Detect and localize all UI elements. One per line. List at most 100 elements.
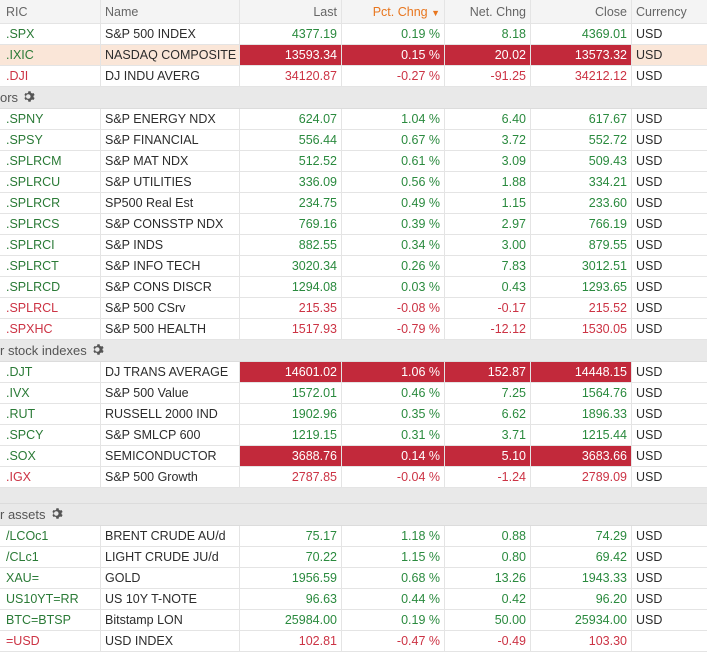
- ric-cell[interactable]: .SPX: [0, 24, 101, 44]
- ric-cell[interactable]: .SOX: [0, 446, 101, 466]
- net-change-cell: 6.62: [445, 404, 531, 424]
- net-change-cell: -0.49: [445, 631, 531, 651]
- net-change-cell: 7.25: [445, 383, 531, 403]
- ric-cell[interactable]: .SPLRCS: [0, 214, 101, 234]
- close-cell: 233.60: [531, 193, 632, 213]
- quote-row[interactable]: .SPLRCI S&P INDS 882.55 0.34 % 3.00 879.55 USD: [0, 235, 707, 256]
- quote-row[interactable]: .SPX S&P 500 INDEX 4377.19 0.19 % 8.18 4369.0…: [0, 24, 707, 45]
- gear-icon[interactable]: [23, 88, 36, 110]
- gear-icon[interactable]: [92, 341, 105, 363]
- header-close[interactable]: Close: [531, 0, 632, 24]
- header-net-change[interactable]: Net. Chng: [445, 0, 531, 24]
- quote-row[interactable]: .SPLRCR SP500 Real Est 234.75 0.49 % 1.15 233…: [0, 193, 707, 214]
- ric-cell[interactable]: =USD: [0, 631, 101, 651]
- last-cell: 3688.76: [240, 446, 342, 466]
- ric-cell[interactable]: .SPLRCI: [0, 235, 101, 255]
- ric-cell[interactable]: .IXIC: [0, 45, 101, 65]
- quote-row[interactable]: .SOX SEMICONDUCTOR 3688.76 0.14 % 5.10 3683.6…: [0, 446, 707, 467]
- column-header-row: RIC Name Last Pct. Chng ▼ Net. Chng Clos…: [0, 0, 707, 24]
- ric-cell[interactable]: .DJI: [0, 66, 101, 86]
- close-cell: 103.30: [531, 631, 632, 651]
- header-currency[interactable]: Currency: [636, 5, 687, 19]
- last-cell: 3020.34: [240, 256, 342, 276]
- ric-cell[interactable]: .DJT: [0, 362, 101, 382]
- ric-cell[interactable]: /CLc1: [0, 547, 101, 567]
- quote-row[interactable]: .SPLRCD S&P CONS DISCR 1294.08 0.03 % 0.43 12…: [0, 277, 707, 298]
- last-cell: 2787.85: [240, 467, 342, 487]
- pct-change-cell: 0.19 %: [342, 610, 445, 630]
- ric-cell[interactable]: /LCOc1: [0, 526, 101, 546]
- quote-row[interactable]: .SPLRCL S&P 500 CSrv 215.35 -0.08 % -0.17 215…: [0, 298, 707, 319]
- ric-cell[interactable]: .SPLRCL: [0, 298, 101, 318]
- currency-cell: USD: [636, 217, 663, 231]
- net-change-cell: 0.80: [445, 547, 531, 567]
- last-cell: 4377.19: [240, 24, 342, 44]
- gear-icon[interactable]: [51, 505, 64, 527]
- section-title: r stock indexes: [0, 343, 87, 358]
- quote-row[interactable]: .DJI DJ INDU AVERG 34120.87 -0.27 % -91.25 34…: [0, 66, 707, 87]
- quote-row[interactable]: .SPNY S&P ENERGY NDX 624.07 1.04 % 6.40 617.6…: [0, 109, 707, 130]
- ric-cell[interactable]: .SPNY: [0, 109, 101, 129]
- ric-cell[interactable]: .IGX: [0, 467, 101, 487]
- pct-change-cell: 0.68 %: [342, 568, 445, 588]
- quote-row[interactable]: XAU= GOLD 1956.59 0.68 % 13.26 1943.33 USD: [0, 568, 707, 589]
- ric-cell[interactable]: .RUT: [0, 404, 101, 424]
- net-change-cell: 152.87: [445, 362, 531, 382]
- section-label: r assets: [0, 504, 64, 527]
- header-ric[interactable]: RIC: [0, 0, 101, 24]
- ric-cell[interactable]: .SPSY: [0, 130, 101, 150]
- name-cell: S&P UTILITIES: [101, 172, 240, 192]
- quote-row[interactable]: =USD USD INDEX 102.81 -0.47 % -0.49 103.30: [0, 631, 707, 652]
- quote-row[interactable]: .IGX S&P 500 Growth 2787.85 -0.04 % -1.24 278…: [0, 467, 707, 488]
- quote-row[interactable]: .SPCY S&P SMLCP 600 1219.15 0.31 % 3.71 1215.…: [0, 425, 707, 446]
- net-change-cell: 3.00: [445, 235, 531, 255]
- net-change-cell: -12.12: [445, 319, 531, 339]
- quote-row[interactable]: .RUT RUSSELL 2000 IND 1902.96 0.35 % 6.62 189…: [0, 404, 707, 425]
- close-cell: 215.52: [531, 298, 632, 318]
- last-cell: 215.35: [240, 298, 342, 318]
- name-cell: GOLD: [101, 568, 240, 588]
- name-cell: S&P INDS: [101, 235, 240, 255]
- ric-cell[interactable]: .SPLRCM: [0, 151, 101, 171]
- currency-cell: USD: [636, 238, 663, 252]
- ric-cell[interactable]: .SPLRCT: [0, 256, 101, 276]
- quote-row[interactable]: .SPLRCU S&P UTILITIES 336.09 0.56 % 1.88 334.…: [0, 172, 707, 193]
- header-name[interactable]: Name: [101, 0, 240, 24]
- quote-row[interactable]: .DJT DJ TRANS AVERAGE 14601.02 1.06 % 152.87…: [0, 362, 707, 383]
- ric-cell[interactable]: .SPLRCD: [0, 277, 101, 297]
- quote-row[interactable]: /LCOc1 BRENT CRUDE AU/d 75.17 1.18 % 0.88 74.…: [0, 526, 707, 547]
- ric-cell[interactable]: .IVX: [0, 383, 101, 403]
- name-cell: USD INDEX: [101, 631, 240, 651]
- ric-cell[interactable]: .SPLRCU: [0, 172, 101, 192]
- currency-cell: USD: [636, 112, 663, 126]
- quote-row[interactable]: BTC=BTSP Bitstamp LON 25984.00 0.19 % 50.00 2…: [0, 610, 707, 631]
- last-cell: 624.07: [240, 109, 342, 129]
- quote-row[interactable]: /CLc1 LIGHT CRUDE JU/d 70.22 1.15 % 0.80 69.4…: [0, 547, 707, 568]
- header-last[interactable]: Last: [240, 0, 342, 24]
- sort-descending-icon: ▼: [431, 8, 440, 18]
- quote-row[interactable]: .SPLRCS S&P CONSSTP NDX 769.16 0.39 % 2.97 76…: [0, 214, 707, 235]
- net-change-cell: 3.09: [445, 151, 531, 171]
- quote-row[interactable]: .IVX S&P 500 Value 1572.01 0.46 % 7.25 1564.7…: [0, 383, 707, 404]
- quote-row[interactable]: .IXIC NASDAQ COMPOSITE 13593.34 0.15 % 20.02…: [0, 45, 707, 66]
- ric-cell[interactable]: US10YT=RR: [0, 589, 101, 609]
- last-cell: 1572.01: [240, 383, 342, 403]
- pct-change-cell: 1.06 %: [342, 362, 445, 382]
- currency-cell: USD: [636, 280, 663, 294]
- currency-cell: USD: [636, 154, 663, 168]
- close-cell: 509.43: [531, 151, 632, 171]
- pct-change-cell: 0.46 %: [342, 383, 445, 403]
- quote-row[interactable]: .SPXHC S&P 500 HEALTH 1517.93 -0.79 % -12.12…: [0, 319, 707, 340]
- ric-cell[interactable]: BTC=BTSP: [0, 610, 101, 630]
- ric-cell[interactable]: XAU=: [0, 568, 101, 588]
- ric-cell[interactable]: .SPXHC: [0, 319, 101, 339]
- close-cell: 69.42: [531, 547, 632, 567]
- quote-row[interactable]: .SPLRCM S&P MAT NDX 512.52 0.61 % 3.09 509.43…: [0, 151, 707, 172]
- ric-cell[interactable]: .SPCY: [0, 425, 101, 445]
- header-pct-change[interactable]: Pct. Chng ▼: [342, 0, 445, 24]
- pct-change-cell: 0.34 %: [342, 235, 445, 255]
- quote-row[interactable]: US10YT=RR US 10Y T-NOTE 96.63 0.44 % 0.42 96.…: [0, 589, 707, 610]
- ric-cell[interactable]: .SPLRCR: [0, 193, 101, 213]
- quote-row[interactable]: .SPLRCT S&P INFO TECH 3020.34 0.26 % 7.83 301…: [0, 256, 707, 277]
- quote-row[interactable]: .SPSY S&P FINANCIAL 556.44 0.67 % 3.72 552.72…: [0, 130, 707, 151]
